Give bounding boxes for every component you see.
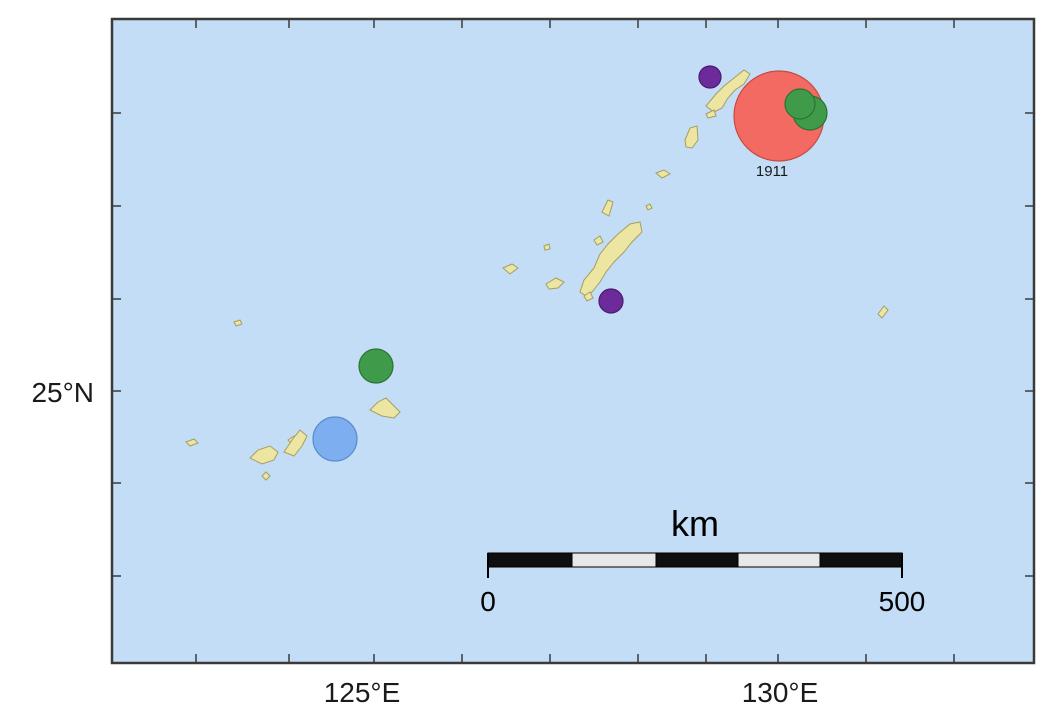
scale-bar-unit: km <box>671 503 719 544</box>
earthquake-year-label: 1911 <box>756 163 788 180</box>
latitude-label-25n: 25°N <box>31 377 94 408</box>
longitude-label-130e: 130°E <box>742 677 819 708</box>
island-amami-oshima <box>705 69 751 113</box>
island-okinawa <box>579 221 643 297</box>
island-izena <box>593 235 604 246</box>
island-ishigaki <box>283 429 308 457</box>
islands <box>185 69 889 481</box>
island-yoron <box>645 203 653 211</box>
scale-bar-start-label: 0 <box>480 586 496 617</box>
scale-bar-segment <box>737 552 821 568</box>
island-kume <box>545 277 565 290</box>
map-frame <box>110 17 1036 665</box>
island-tokunoshima <box>684 125 699 149</box>
island-yonaguni <box>185 438 199 447</box>
scale-bar-segment <box>655 552 739 568</box>
scale-bar-segment <box>571 552 657 568</box>
island-daito <box>877 305 889 319</box>
island-kohama <box>261 471 271 481</box>
earthquake-marker-purple <box>598 288 624 314</box>
scale-bar-segment <box>487 552 573 568</box>
earthquake-marker-purple <box>698 65 722 89</box>
earthquake-marker-green <box>358 348 394 384</box>
scale-bar-segment <box>819 552 903 568</box>
scale-bar: km 0 500 <box>480 503 925 617</box>
axis-ticks <box>112 19 1034 663</box>
island-miyako <box>369 397 401 419</box>
island-kikai <box>705 109 717 119</box>
island-iheya <box>601 199 614 217</box>
island-tonaki <box>502 263 519 275</box>
earthquake-marker-blue <box>312 416 358 462</box>
island-kerama <box>583 291 594 302</box>
island-iriomote <box>249 445 279 465</box>
island-okinoerabu <box>655 169 671 179</box>
longitude-label-125e: 125°E <box>324 677 401 708</box>
island-senkaku-uotsuri <box>233 319 243 327</box>
earthquake-marker-green <box>784 88 816 120</box>
scale-bar-end-label: 500 <box>879 586 926 617</box>
earthquake-markers <box>312 65 828 462</box>
island-aguni <box>543 243 551 251</box>
